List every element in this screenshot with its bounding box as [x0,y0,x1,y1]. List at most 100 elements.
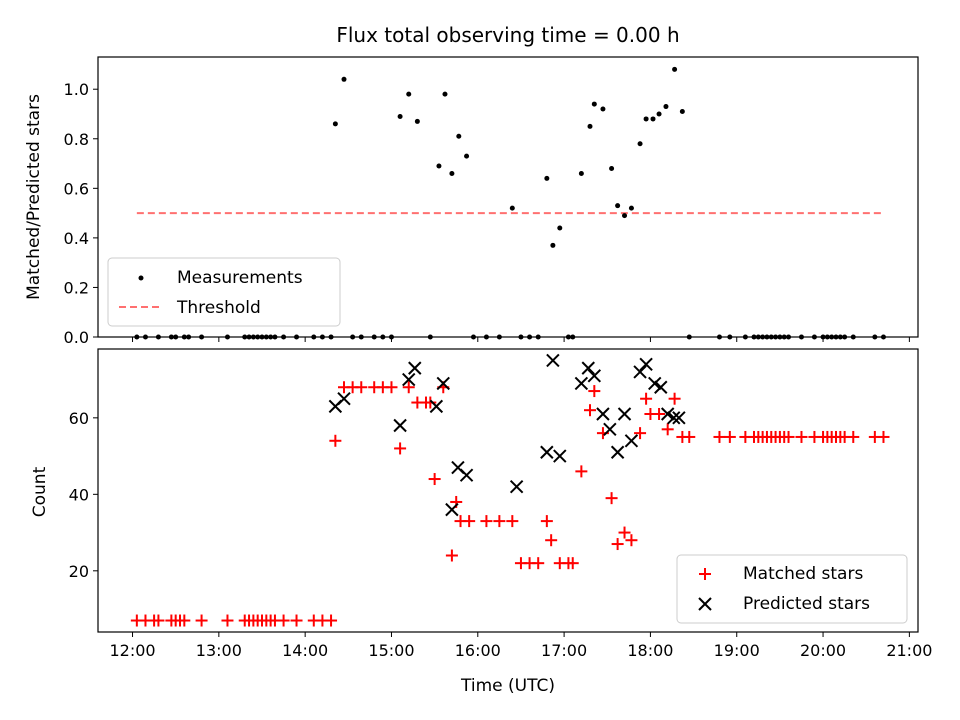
matched-star-point [195,614,208,627]
measurement-point [587,123,593,129]
matched-star-point [532,557,545,570]
measurement-point [672,66,678,72]
matched-star-point [847,430,860,443]
top-legend-box [107,257,341,327]
matched-star-point [668,392,681,405]
matched-star-point [795,430,808,443]
matched-star-point [634,427,647,440]
matched-star-point [713,430,726,443]
bottom-xtick-label: 15:00 [368,641,414,660]
matched-star-point [178,614,191,627]
matched-star-point [424,396,437,409]
predicted-star-point [429,399,444,414]
matched-star-point [575,465,588,478]
matched-star-point [683,430,696,443]
measurement-point [600,106,606,112]
measurement-point [615,203,621,209]
matched-star-point [618,526,631,539]
measurement-point [578,170,584,176]
predicted-star-point [660,407,675,421]
bottom-panel: Count Time (UTC) 20 40 60 12:00 13:00 14:00 15… [30,348,932,696]
top-ytick-label: 1.0 [64,80,89,99]
matched-star-point [463,515,476,528]
matched-star-point [611,538,624,551]
predicted-star-point [654,380,668,394]
top-ytick-label: 0.4 [64,229,89,248]
top-ytick-label: 0.0 [64,328,89,347]
bottom-xtick-label: 18:00 [627,641,673,660]
predicted-star-point [610,445,625,459]
measurement-point [442,91,448,97]
top-ytick-label: 0.8 [64,130,89,149]
matched-star-point [545,534,558,547]
matched-star-point [723,430,736,443]
top-plot-frame [97,56,919,338]
legend-measurements-label: Measurements [177,268,303,288]
top-y-axis-label: Matched/Predicted stars [24,94,44,300]
bottom-legend-box [676,554,908,624]
predicted-star-point [553,449,567,463]
matched-star-point [428,473,441,486]
matched-star-point [640,392,653,405]
top-ytick-label: 0.6 [64,179,89,198]
matched-star-point [782,430,795,443]
top-ytick-label: 0.2 [64,278,89,297]
predicted-star-point [436,376,450,391]
predicted-star-point [393,418,407,433]
matched-star-point [506,515,519,528]
legend-predicted-marker [698,597,712,611]
measurement-point [679,109,685,115]
bottom-y-axis-label: Count [30,466,50,517]
predicted-star-point [408,361,422,375]
measurement-point [643,116,649,122]
measurement-point [628,205,634,211]
predicted-star-point [459,468,474,482]
matched-star-point [221,614,234,627]
bottom-legend: Matched stars Predicted stars [676,554,908,624]
matched-star-point [566,557,579,570]
matched-star-point [661,423,674,436]
measurement-point [436,163,442,169]
matched-star-point [588,385,601,398]
predicted-star-point [581,361,595,375]
matched-star-point [402,381,415,394]
predicted-star-point [402,372,416,387]
bottom-xtick-label: 21:00 [886,641,932,660]
top-legend: Measurements Threshold [107,257,341,327]
bottom-xtick-label: 13:00 [196,641,242,660]
measurement-point [609,166,615,172]
matched-star-point [355,381,368,394]
measurement-point [656,111,662,117]
matched-star-point [877,430,890,443]
measurement-point [406,91,412,97]
measurement-point [622,213,628,219]
matched-star-point [605,492,618,505]
predicted-star-point [337,392,351,406]
measurement-point [456,133,462,139]
matched-star-point [329,434,342,447]
measurement-point [414,118,420,124]
matched-star-point [277,614,290,627]
predicted-star-point [596,407,610,421]
predicted-star-point [633,365,647,379]
matched-star-point [540,515,553,528]
predicted-star-point [648,376,662,391]
predicted-star-point [672,411,686,425]
bottom-xtick-label: 19:00 [714,641,760,660]
matched-star-point [152,614,165,627]
top-panel: Flux total observing time = 0.00 h Match… [24,23,919,347]
matched-star-point [625,534,638,547]
measurement-point [650,116,656,122]
predicted-star-point [546,353,560,368]
matched-star-point [493,515,506,528]
measurement-point [464,153,470,159]
legend-threshold-label: Threshold [176,298,261,318]
matched-star-point [653,408,666,421]
legend-matched-label: Matched stars [743,564,863,584]
bottom-xtick-label: 16:00 [455,641,501,660]
matched-star-point [445,549,458,562]
matched-star-point [480,515,493,528]
top-chart-title: Flux total observing time = 0.00 h [336,23,679,47]
bottom-x-axis-label: Time (UTC) [460,676,555,696]
